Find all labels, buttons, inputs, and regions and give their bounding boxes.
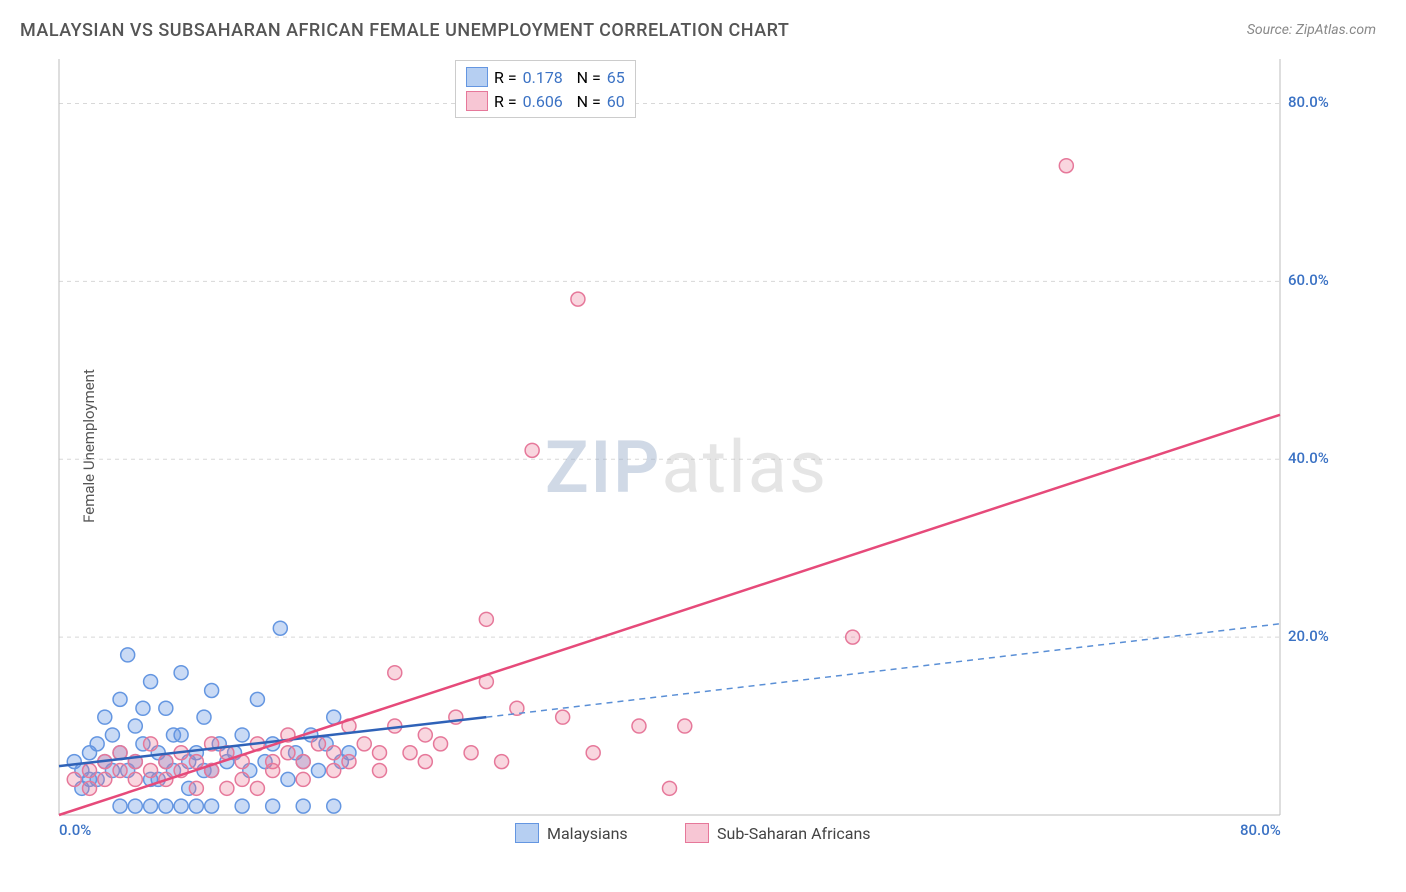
chart-title: MALAYSIAN VS SUBSAHARAN AFRICAN FEMALE U… [20, 20, 789, 41]
correlation-legend: R = 0.178 N = 65 R = 0.606 N = 60 [455, 60, 636, 118]
legend-label: Malaysians [547, 824, 628, 843]
n-value: 65 [607, 68, 625, 87]
plot-area: ZIPatlas R = 0.178 N = 65 R = 0.606 N = … [55, 55, 1345, 845]
source-attribution: Source: ZipAtlas.com [1247, 22, 1376, 38]
r-value: 0.606 [523, 92, 571, 111]
corr-row-subsaharan: R = 0.606 N = 60 [466, 89, 625, 113]
r-label: R = [494, 92, 517, 111]
n-label: N = [577, 92, 601, 111]
n-value: 60 [607, 92, 625, 111]
x-tick-label: 80.0% [1240, 821, 1281, 839]
r-value: 0.178 [523, 68, 571, 87]
y-tick-label: 60.0% [1288, 271, 1329, 289]
corr-row-malaysians: R = 0.178 N = 65 [466, 65, 625, 89]
legend-subsaharan: Sub-Saharan Africans [685, 823, 871, 843]
chart-container: MALAYSIAN VS SUBSAHARAN AFRICAN FEMALE U… [0, 0, 1406, 892]
x-tick-label: 0.0% [59, 821, 91, 839]
scatter-svg [55, 55, 1345, 845]
n-label: N = [577, 68, 601, 87]
legend-label: Sub-Saharan Africans [717, 824, 871, 843]
legend-malaysians: Malaysians [515, 823, 628, 843]
y-tick-label: 40.0% [1288, 449, 1329, 467]
swatch-icon [466, 67, 488, 87]
swatch-icon [466, 91, 488, 111]
swatch-icon [515, 823, 539, 843]
r-label: R = [494, 68, 517, 87]
swatch-icon [685, 823, 709, 843]
y-tick-label: 80.0% [1288, 93, 1329, 111]
y-tick-label: 20.0% [1288, 627, 1329, 645]
